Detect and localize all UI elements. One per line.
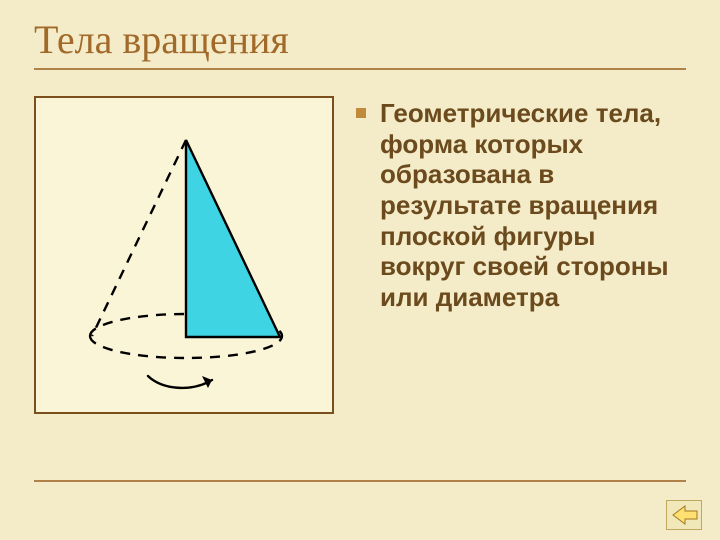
content-row: Геометрические тела, форма которых образ… xyxy=(34,96,686,414)
body-column: Геометрические тела, форма которых образ… xyxy=(356,96,686,313)
slide: Тела вращения Геометрические тела, форма… xyxy=(0,0,720,540)
title-rule xyxy=(34,68,686,70)
slide-title: Тела вращения xyxy=(34,18,686,62)
body-text: Геометрические тела, форма которых образ… xyxy=(380,98,686,313)
diagram-box xyxy=(34,96,334,414)
bullet-icon xyxy=(356,108,366,118)
prev-slide-button[interactable] xyxy=(666,500,702,530)
cone-diagram xyxy=(36,98,336,416)
prev-arrow-icon xyxy=(669,503,699,527)
bottom-rule xyxy=(34,480,686,482)
